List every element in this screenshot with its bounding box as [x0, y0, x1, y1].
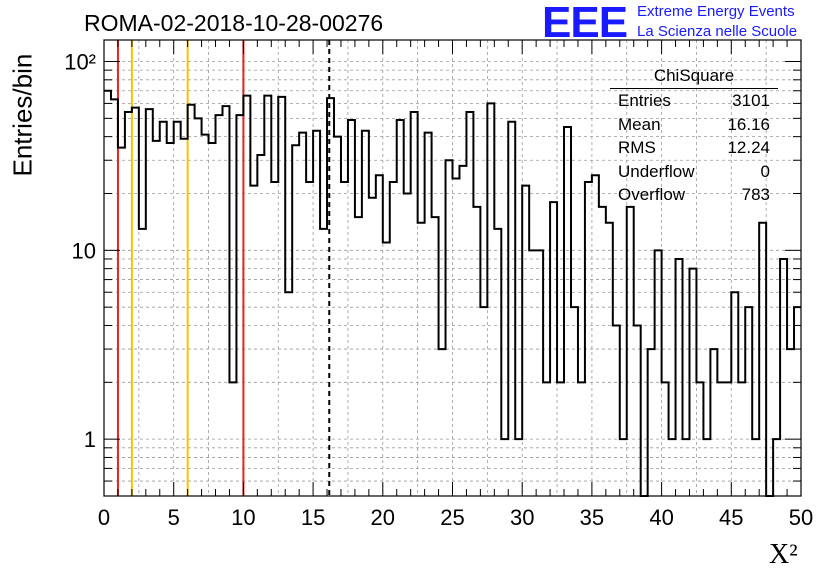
stats-value: 16.16 [727, 114, 770, 134]
logo-line-1: Extreme Energy Events [637, 3, 795, 20]
eee-logo: EEE [542, 0, 628, 47]
y-axis-label: Entries/bin [7, 53, 38, 177]
y-tick-label: 10 [72, 238, 96, 263]
stats-row: RMS 12.24 [610, 136, 778, 160]
y-tick-label: 1 [84, 427, 96, 452]
stats-row: Underflow 0 [610, 160, 778, 184]
logo-line-2: La Scienza nelle Scuole [637, 23, 798, 40]
x-tick-label: 0 [98, 505, 110, 530]
x-tick-label: 40 [649, 505, 673, 530]
x-tick-label: 30 [510, 505, 534, 530]
x-tick-label: 20 [371, 505, 395, 530]
y-tick-label: 10² [64, 50, 96, 75]
stats-row: Mean 16.16 [610, 113, 778, 137]
stats-label: Overflow [618, 185, 686, 204]
stats-row: Entries 3101 [610, 89, 778, 113]
chart-title: ROMA-02-2018-10-28-00276 [84, 10, 384, 36]
x-tick-label: 10 [231, 505, 255, 530]
x-tick-label: 15 [301, 505, 325, 530]
stats-label: RMS [618, 138, 656, 157]
stats-box: ChiSquare Entries 3101 Mean 16.16 RMS 12.24… [610, 66, 778, 207]
stats-label: Underflow [618, 161, 695, 181]
x-tick-label: 45 [719, 505, 743, 530]
x-axis-label: X² [769, 539, 798, 570]
stats-row: Overflow 783 [610, 183, 778, 207]
stats-label: Entries [618, 91, 671, 110]
x-tick-label: 25 [440, 505, 464, 530]
histogram-line [104, 89, 801, 497]
x-tick-label: 5 [168, 505, 180, 530]
stats-label: Mean [618, 114, 661, 134]
x-tick-label: 35 [580, 505, 604, 530]
stats-value: 12.24 [727, 138, 770, 157]
stats-value: 0 [760, 161, 770, 181]
stats-value: 3101 [732, 91, 770, 110]
stats-value: 783 [741, 185, 770, 204]
x-tick-label: 50 [789, 505, 813, 530]
stats-title: ChiSquare [610, 66, 778, 89]
